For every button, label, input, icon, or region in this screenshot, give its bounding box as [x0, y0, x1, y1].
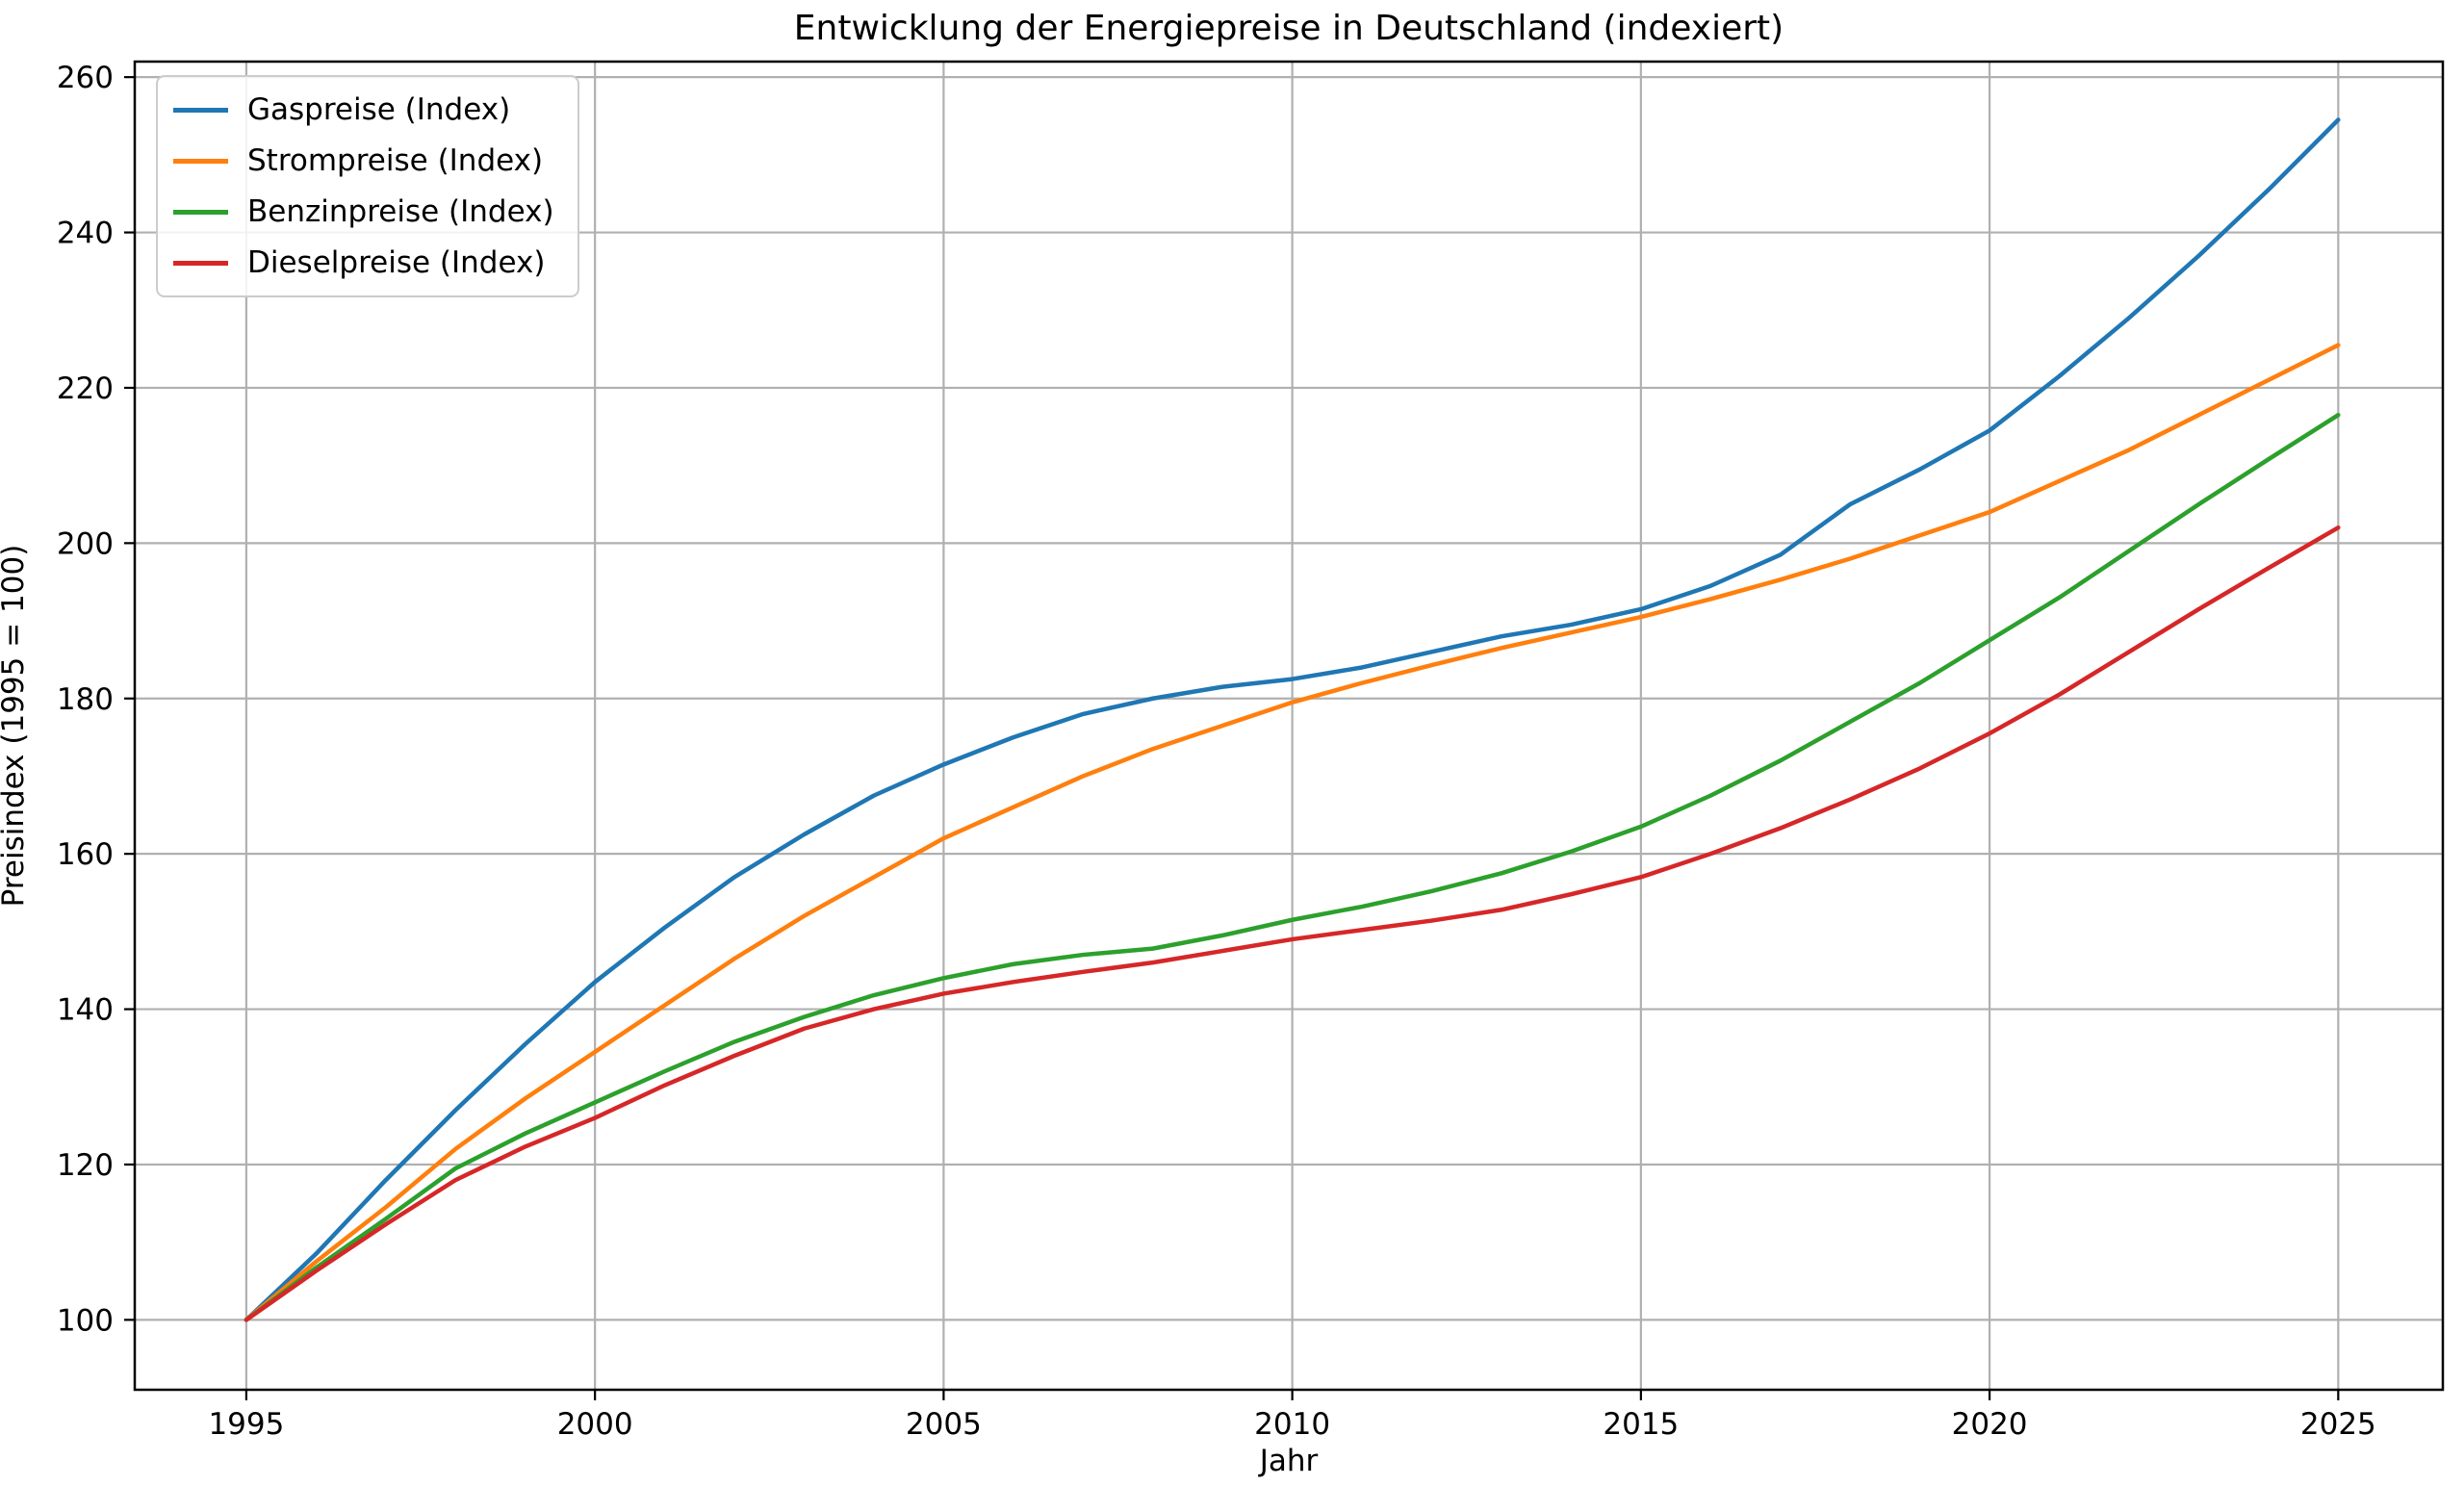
legend-label-gaspreise-index: Gaspreise (Index): [247, 92, 511, 127]
x-tick-label-2025: 2025: [2300, 1407, 2376, 1442]
legend-item-dieselpreise-index: Dieselpreise (Index): [173, 243, 554, 282]
legend-label-benzinpreise-index: Benzinpreise (Index): [247, 194, 554, 229]
x-tick-label-2020: 2020: [1952, 1407, 2028, 1442]
series-line-gaspreise-index: [244, 117, 2341, 1322]
legend-label-strompreise-index: Strompreise (Index): [247, 143, 544, 178]
legend-swatch-strompreise-index: [173, 158, 228, 164]
y-tick-label-260: 260: [57, 61, 114, 95]
y-tick-label-220: 220: [57, 372, 114, 406]
y-axis-label: Preisindex (1995 = 100): [0, 544, 31, 908]
series-line-dieselpreise-index: [244, 525, 2341, 1322]
y-tick-label-160: 160: [57, 837, 114, 872]
x-tick-label-2010: 2010: [1254, 1407, 1330, 1442]
y-tick-label-240: 240: [57, 217, 114, 251]
legend-item-benzinpreise-index: Benzinpreise (Index): [173, 192, 554, 231]
legend: Gaspreise (Index) Strompreise (Index) Benz…: [156, 75, 579, 297]
y-tick-label-200: 200: [57, 526, 114, 561]
legend-swatch-dieselpreise-index: [173, 260, 228, 266]
x-tick-label-2015: 2015: [1603, 1407, 1679, 1442]
x-axis-label: Jahr: [1259, 1444, 1319, 1478]
series-line-strompreise-index: [244, 343, 2341, 1322]
chart-title: Entwicklung der Energiepreise in Deutsch…: [793, 9, 1784, 48]
y-tick-label-140: 140: [57, 993, 114, 1028]
x-tick-label-2000: 2000: [557, 1407, 633, 1442]
legend-item-gaspreise-index: Gaspreise (Index): [173, 90, 554, 129]
axes-spines: [133, 60, 2445, 1392]
grid: [135, 62, 2443, 1390]
legend-swatch-gaspreise-index: [173, 107, 228, 113]
legend-label-dieselpreise-index: Dieselpreise (Index): [247, 245, 546, 280]
legend-swatch-benzinpreise-index: [173, 209, 228, 215]
y-tick-label-180: 180: [57, 682, 114, 717]
series-lines: [244, 117, 2341, 1322]
x-tick-label-2005: 2005: [906, 1407, 982, 1442]
legend-item-strompreise-index: Strompreise (Index): [173, 141, 554, 180]
axis-ticks: 1995 2000 2005 2010 2015 2020 2025 100 120 140 160…: [57, 61, 2376, 1442]
y-tick-label-120: 120: [57, 1148, 114, 1183]
x-tick-label-1995: 1995: [208, 1407, 284, 1442]
y-tick-label-100: 100: [57, 1303, 114, 1338]
series-line-benzinpreise-index: [244, 412, 2341, 1322]
